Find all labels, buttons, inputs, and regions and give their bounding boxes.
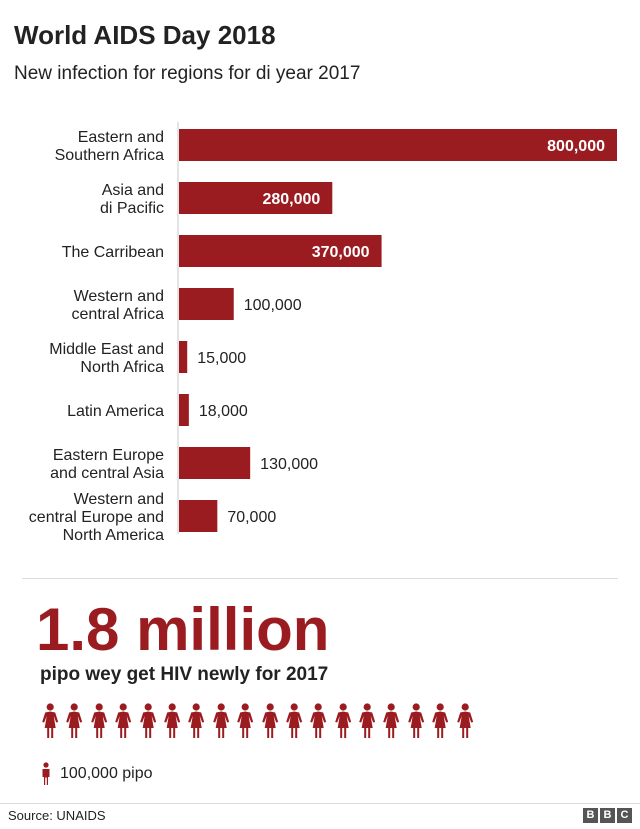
category-label: Middle East and North Africa [49, 341, 164, 376]
person-icon [115, 703, 132, 738]
person-icon [286, 703, 303, 738]
bar [179, 500, 218, 532]
footer-divider [0, 803, 640, 804]
person-icon [90, 703, 107, 738]
icon-legend: 100,000 pipo [40, 762, 153, 786]
total-infections-number: 1.8 million [36, 596, 330, 663]
category-label: Eastern Europe and central Asia [50, 447, 164, 482]
category-label: Asia and di Pacific [100, 182, 164, 217]
value-label: 370,000 [312, 244, 370, 261]
person-icon [408, 703, 425, 738]
bar [179, 288, 234, 320]
category-label: Western and central Africa [72, 288, 165, 323]
source-note: Source: UNAIDS [8, 808, 106, 823]
value-label: 100,000 [244, 297, 302, 314]
person-icon [139, 703, 156, 738]
person-icon [432, 703, 449, 738]
chart-subtitle: New infection for regions for di year 20… [14, 63, 361, 84]
person-icon [212, 703, 229, 738]
value-label: 280,000 [262, 191, 320, 208]
category-label: Eastern and Southern Africa [55, 129, 165, 164]
bbc-logo-letter: C [617, 808, 632, 823]
bar [179, 235, 382, 267]
bar [179, 182, 333, 214]
person-icon [237, 703, 254, 738]
bbc-logo: B B C [583, 808, 632, 823]
legend-label: 100,000 pipo [60, 765, 153, 782]
person-icon [456, 703, 473, 738]
value-label: 70,000 [227, 509, 276, 526]
person-icon [261, 703, 278, 738]
bar [179, 447, 251, 479]
people-icon-row [38, 703, 477, 739]
bar [179, 129, 617, 161]
person-icon [42, 703, 59, 738]
person-icon [42, 762, 50, 785]
value-label: 15,000 [197, 350, 246, 367]
category-label: Latin America [67, 403, 164, 420]
value-label: 800,000 [547, 138, 605, 155]
section-divider [22, 578, 618, 579]
bar-chart: Eastern and Southern Africa 800,000 Asia an… [29, 122, 617, 544]
bar [179, 341, 188, 373]
person-icon [164, 703, 181, 738]
person-icon [188, 703, 205, 738]
total-infections-caption: pipo wey get HIV newly for 2017 [40, 664, 329, 685]
value-label: 130,000 [260, 456, 318, 473]
person-icon [334, 703, 351, 738]
category-label: Western and central Europe and North Ameri… [29, 491, 164, 544]
person-icon [383, 703, 400, 738]
chart-title: World AIDS Day 2018 [14, 20, 276, 50]
bbc-logo-letter: B [600, 808, 615, 823]
bbc-logo-letter: B [583, 808, 598, 823]
bar [179, 394, 189, 426]
person-icon [359, 703, 376, 738]
value-label: 18,000 [199, 403, 248, 420]
person-icon [66, 703, 83, 738]
category-label: The Carribean [62, 244, 164, 261]
person-icon [310, 703, 327, 738]
